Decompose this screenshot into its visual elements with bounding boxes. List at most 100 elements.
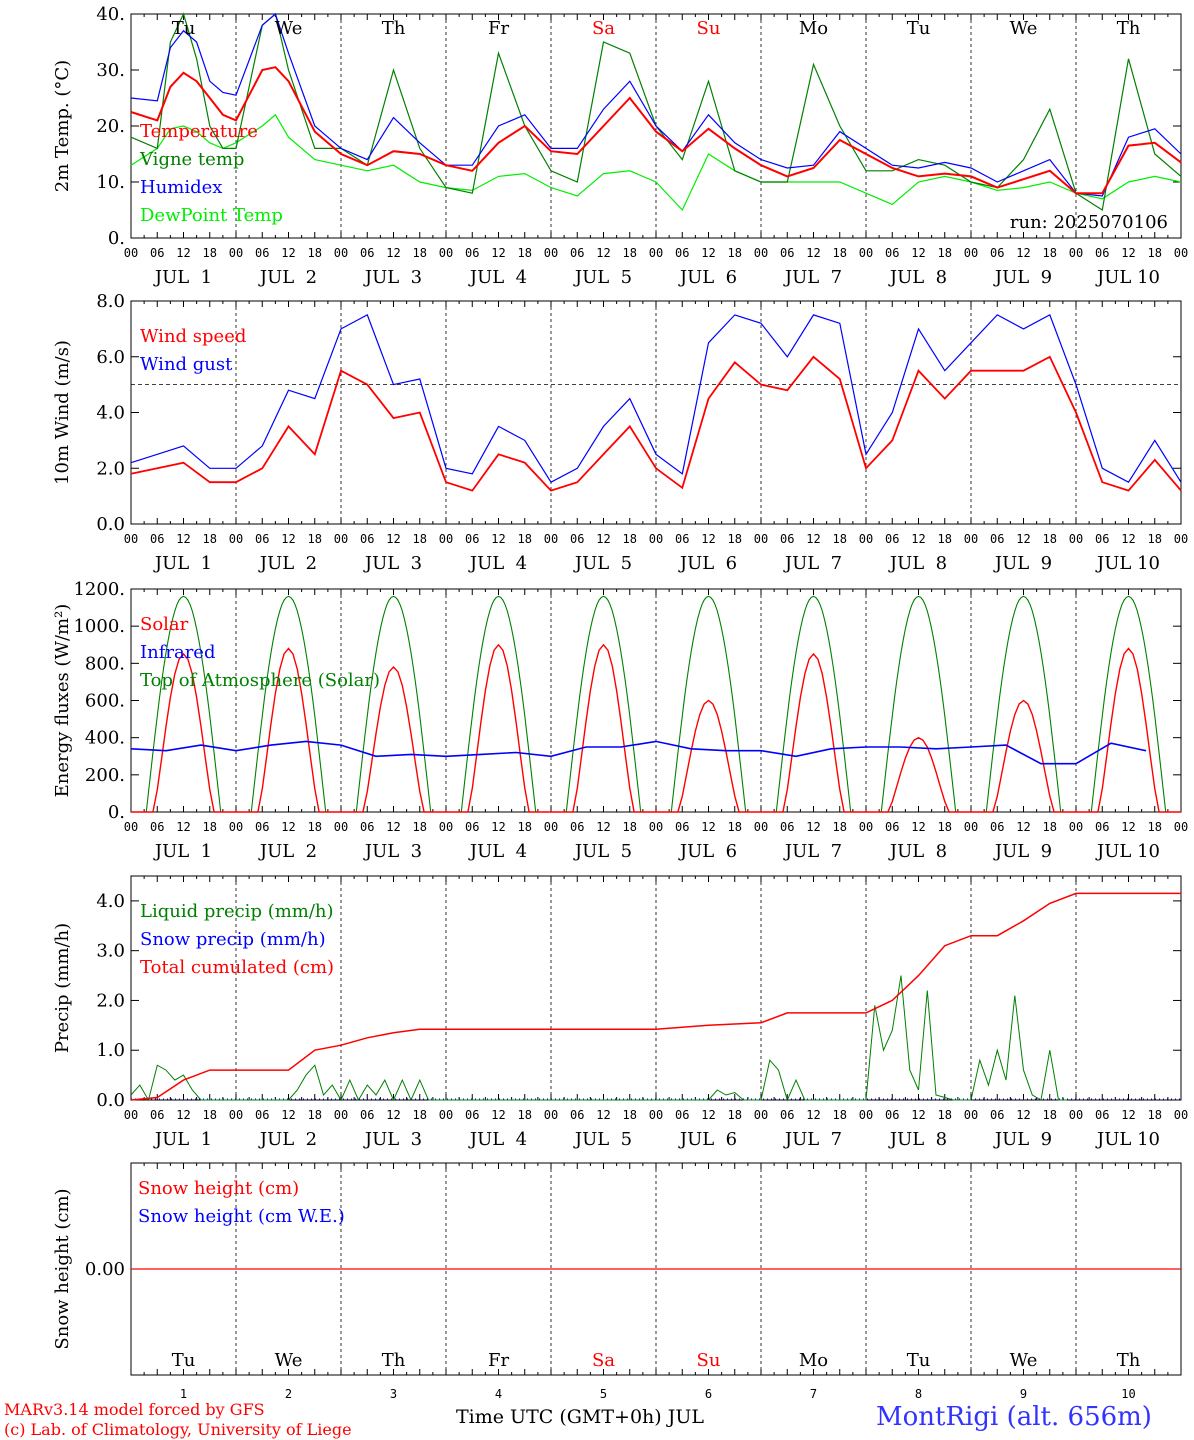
day-name-label: Su: [697, 18, 721, 39]
day-name-label: Mo: [799, 18, 828, 39]
series-line-wind-speed: [130, 355, 1182, 492]
series-line-vigne-temp: [130, 12, 1182, 211]
x-tick-label-hour: 18: [203, 532, 217, 546]
y-tick-label: 0.0: [96, 514, 125, 535]
x-tick-label-date: JUL 5: [573, 553, 632, 574]
x-tick-label-hour: 00: [1069, 532, 1083, 546]
x-tick-label-hour: 18: [833, 820, 847, 834]
x-tick-label-hour: 00: [1069, 820, 1083, 834]
x-tick-label-hour: 06: [255, 820, 269, 834]
day-name-label: We: [275, 18, 303, 39]
x-tick-label-hour: 00: [859, 246, 873, 260]
series-line-temperature: [130, 66, 1182, 195]
x-tick-label-hour: 12: [911, 246, 925, 260]
x-tick-label-hour: 18: [833, 246, 847, 260]
x-tick-label-hour: 00: [649, 532, 663, 546]
series-line-humidex: [130, 12, 1182, 197]
day-name-label: Th: [1117, 1350, 1141, 1371]
legend-entry: Infrared: [140, 642, 215, 663]
y-tick-label: 1.0: [96, 1040, 125, 1061]
x-tick-label-date: JUL 5: [573, 1129, 632, 1150]
x-tick-label-hour: 06: [150, 246, 164, 260]
x-tick-label-hour: 18: [1043, 820, 1057, 834]
x-tick-label-hour: 12: [701, 246, 715, 260]
legend-entry: Snow precip (mm/h): [140, 929, 326, 950]
x-tick-label-date: JUL 10: [1095, 1129, 1160, 1150]
x-tick-label-hour: 12: [596, 820, 610, 834]
x-tick-label-hour: 00: [754, 246, 768, 260]
x-tick-label-hour: 12: [491, 246, 505, 260]
x-axis-title: Time UTC (GMT+0h) JUL: [456, 1406, 704, 1428]
x-tick-label-hour: 18: [728, 1108, 742, 1122]
x-tick-label-date: JUL 2: [258, 1129, 317, 1150]
x-tick-label-hour: 00: [334, 820, 348, 834]
x-tick-label-date: JUL 3: [363, 841, 422, 862]
x-tick-label-hour: 00: [859, 820, 873, 834]
x-tick-label-hour: 12: [386, 246, 400, 260]
x-tick-label-hour: 00: [124, 532, 138, 546]
day-name-label: Tu: [907, 18, 931, 39]
x-tick-label-hour: 00: [544, 532, 558, 546]
x-tick-label-hour: 12: [596, 246, 610, 260]
legend-entry: Liquid precip (mm/h): [140, 901, 334, 922]
x-tick-label-hour: 18: [938, 1108, 952, 1122]
x-tick-label-date: JUL 10: [1095, 553, 1160, 574]
x-tick-label-hour: 06: [360, 246, 374, 260]
x-tick-label-hour: 06: [990, 532, 1004, 546]
x-tick-label-hour: 06: [570, 820, 584, 834]
x-tick-label-hour: 18: [938, 532, 952, 546]
legend-entry: Total cumulated (cm): [140, 957, 334, 978]
y-axis-label: Snow height (cm): [52, 1188, 73, 1349]
x-tick-label-hour: 18: [728, 246, 742, 260]
x-tick-label-hour: 06: [360, 532, 374, 546]
x-tick-label-hour: 00: [754, 1108, 768, 1122]
x-tick-label-hour: 06: [570, 1108, 584, 1122]
x-tick-label-hour: 06: [675, 1108, 689, 1122]
x-tick-label-hour: 06: [255, 246, 269, 260]
y-tick-label: 600.: [85, 691, 125, 712]
y-axis-label: 2m Temp. (°C): [52, 60, 73, 192]
legend-entry: Snow height (cm W.E.): [138, 1206, 345, 1227]
y-axis-label: 10m Wind (m/s): [52, 340, 73, 485]
x-tick-label-hour: 06: [780, 820, 794, 834]
day-number-label: 6: [705, 1387, 712, 1401]
x-tick-label-hour: 00: [859, 1108, 873, 1122]
x-tick-label-hour: 00: [229, 1108, 243, 1122]
y-tick-label: 10.: [96, 172, 125, 193]
x-tick-label-date: JUL 9: [993, 267, 1052, 288]
y-tick-label: 0.00: [85, 1259, 125, 1280]
x-tick-label-hour: 12: [1121, 246, 1135, 260]
x-tick-label-hour: 00: [964, 1108, 978, 1122]
x-tick-label-date: JUL 5: [573, 267, 632, 288]
x-tick-label-hour: 12: [1016, 820, 1030, 834]
x-tick-label-date: JUL 1: [153, 267, 212, 288]
x-tick-label-hour: 00: [439, 1108, 453, 1122]
x-tick-label-hour: 12: [911, 1108, 925, 1122]
x-tick-label-hour: 06: [465, 532, 479, 546]
series-line-total-cumulated: [130, 892, 1181, 1101]
day-name-label: Fr: [488, 18, 509, 39]
x-tick-label-hour: 18: [1043, 532, 1057, 546]
x-tick-label-hour: 18: [413, 246, 427, 260]
x-tick-label-hour: 18: [518, 820, 532, 834]
x-tick-label-hour: 12: [176, 246, 190, 260]
x-tick-label-date: JUL 8: [888, 267, 947, 288]
x-tick-label-hour: 12: [491, 532, 505, 546]
y-tick-label: 0.0: [96, 1090, 125, 1111]
x-tick-label-date: JUL 6: [678, 1129, 737, 1150]
panel-3: Energy fluxes (W/m²) 00 06 12 18 00 06 12 18 00 06…: [52, 579, 1188, 862]
x-tick-label-hour: 06: [360, 820, 374, 834]
x-tick-label-hour: 06: [990, 246, 1004, 260]
x-tick-label-date: JUL 1: [153, 1129, 212, 1150]
series-line-dewpoint-temp: [130, 113, 1182, 212]
legend-entry: Top of Atmosphere (Solar): [140, 670, 380, 691]
x-tick-label-hour: 18: [1148, 246, 1162, 260]
x-tick-label-date: JUL 8: [888, 553, 947, 574]
x-tick-label-hour: 18: [203, 246, 217, 260]
x-tick-label-date: JUL 1: [153, 841, 212, 862]
x-tick-label-date: JUL 10: [1095, 267, 1160, 288]
x-tick-label-hour: 18: [308, 246, 322, 260]
x-tick-label-hour: 12: [1016, 246, 1030, 260]
x-tick-label-hour: 06: [675, 532, 689, 546]
